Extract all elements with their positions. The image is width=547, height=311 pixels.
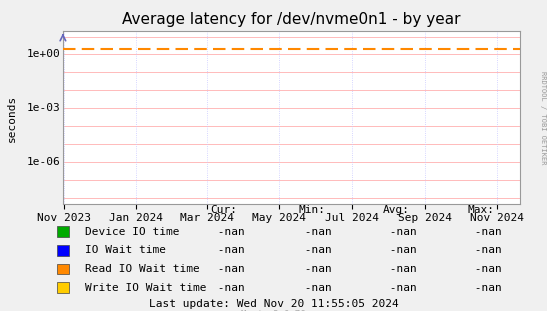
Text: Avg:: Avg: — [383, 205, 410, 215]
Text: -nan: -nan — [468, 245, 502, 255]
Text: -nan: -nan — [211, 245, 245, 255]
Text: -nan: -nan — [468, 283, 502, 293]
Text: -nan: -nan — [298, 283, 332, 293]
Title: Average latency for /dev/nvme0n1 - by year: Average latency for /dev/nvme0n1 - by ye… — [122, 12, 461, 27]
Text: -nan: -nan — [383, 264, 417, 274]
Text: 1e-06: 1e-06 — [27, 157, 61, 167]
Text: -nan: -nan — [211, 227, 245, 237]
Text: -nan: -nan — [383, 245, 417, 255]
Text: Device IO time: Device IO time — [85, 227, 179, 237]
Text: -nan: -nan — [383, 283, 417, 293]
Text: 1e+00: 1e+00 — [27, 49, 61, 59]
Text: -nan: -nan — [298, 227, 332, 237]
Text: IO Wait time: IO Wait time — [85, 245, 166, 255]
Text: -nan: -nan — [211, 264, 245, 274]
Text: Last update: Wed Nov 20 11:55:05 2024: Last update: Wed Nov 20 11:55:05 2024 — [149, 299, 398, 309]
Text: -nan: -nan — [468, 264, 502, 274]
Text: -nan: -nan — [468, 227, 502, 237]
Text: Read IO Wait time: Read IO Wait time — [85, 264, 200, 274]
Text: RRDTOOL / TOBI OETIKER: RRDTOOL / TOBI OETIKER — [540, 72, 546, 165]
Text: -nan: -nan — [298, 264, 332, 274]
Text: Write IO Wait time: Write IO Wait time — [85, 283, 206, 293]
Text: seconds: seconds — [7, 95, 17, 142]
Text: -nan: -nan — [383, 227, 417, 237]
Text: Min:: Min: — [298, 205, 325, 215]
Text: Max:: Max: — [468, 205, 494, 215]
Text: -nan: -nan — [211, 283, 245, 293]
Text: 1e-03: 1e-03 — [27, 104, 61, 114]
Text: Munin 2.0.76: Munin 2.0.76 — [241, 310, 306, 311]
Text: -nan: -nan — [298, 245, 332, 255]
Text: Cur:: Cur: — [211, 205, 237, 215]
